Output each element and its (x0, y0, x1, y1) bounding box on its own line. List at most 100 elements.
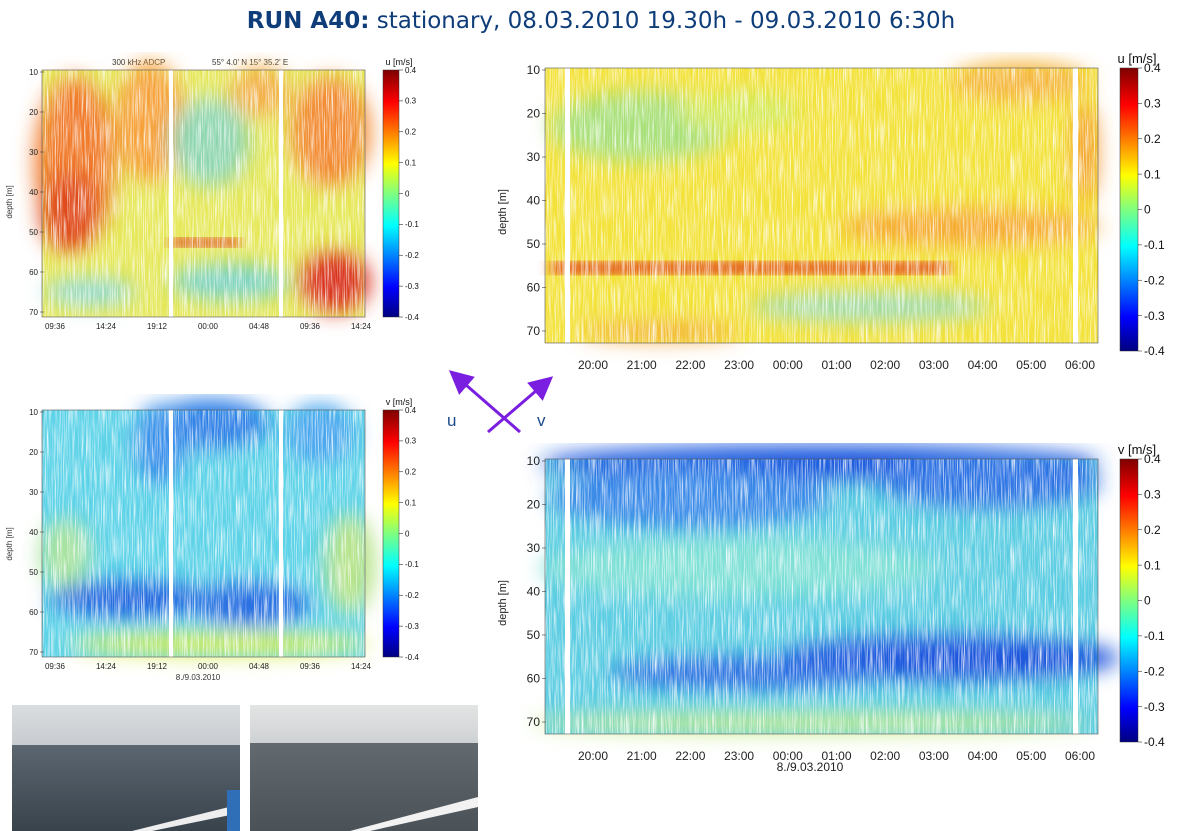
colorbar-tick-label: 0.2 (1144, 132, 1161, 146)
chart-big-u: depth [m] 10 20 30 40 50 60 70 20:00 21:00 22:00… (497, 52, 1165, 372)
chart-small-v: depth [m] 10 20 30 40 50 60 70 09:36 14:24 19:12… (5, 397, 419, 682)
x-tick-label: 00:00 (198, 662, 219, 671)
x-tick-label: 20:00 (578, 358, 608, 372)
y-tick-label: 40 (29, 528, 38, 537)
y-tick-label: 70 (29, 648, 38, 657)
x-tick-label: 04:48 (249, 322, 270, 331)
y-tick-label: 20 (29, 108, 38, 117)
y-tick-label: 10 (29, 68, 38, 77)
y-tick-label: 60 (527, 672, 541, 686)
colorbar-tick-label: -0.1 (1144, 238, 1165, 252)
x-tick-label: 02:00 (870, 749, 900, 763)
x-tick-label: 09:36 (300, 322, 321, 331)
x-tick-label: 03:00 (919, 358, 949, 372)
y-tick-label: 10 (527, 454, 541, 468)
y-tick-label: 30 (527, 541, 541, 555)
colorbar (382, 69, 400, 318)
y-tick-label: 60 (527, 281, 541, 295)
y-tick-label: 50 (29, 228, 38, 237)
colorbar-tick-label: 0.1 (405, 498, 417, 507)
colorbar-tick-label: -0.3 (1144, 700, 1165, 714)
colorbar-tick-label: 0 (1144, 594, 1151, 608)
v-arrow (487, 376, 554, 434)
x-tick-label: 05:00 (1016, 358, 1046, 372)
colorbar-title: v [m/s] (1118, 443, 1156, 457)
x-axis-date: 8./9.03.2010 (777, 760, 844, 774)
y-tick-label: 40 (29, 188, 38, 197)
colorbar-tick-label: 0.4 (405, 406, 417, 415)
x-tick-label: 09:36 (45, 662, 66, 671)
y-tick-label: 70 (527, 715, 541, 729)
x-tick-label: 14:24 (96, 322, 117, 331)
y-tick-label: 50 (527, 237, 541, 251)
y-tick-label: 40 (527, 585, 541, 599)
u-label: u (447, 411, 456, 430)
title-description: stationary, 08.03.2010 19.30h - 09.03.20… (369, 8, 956, 34)
y-axis-label: depth [m] (497, 580, 509, 626)
adcp-label: 300 kHz ADCP (112, 58, 165, 67)
y-tick-label: 20 (29, 448, 38, 457)
y-tick-label: 10 (29, 408, 38, 417)
colorbar-title: u [m/s] (1117, 52, 1156, 66)
colorbar-tick-label: 0.3 (405, 97, 417, 106)
colorbar-tick-label: -0.1 (405, 560, 419, 569)
colorbar-tick-label: 0.4 (405, 66, 417, 75)
colorbar-tick-label: -0.2 (405, 591, 419, 600)
colorbar-tick-label: 0.1 (1144, 167, 1161, 181)
colorbar-tick-label: 0.4 (1144, 452, 1161, 466)
y-axis-label: depth [m] (5, 185, 14, 218)
colorbar-tick-label: 0.1 (1144, 558, 1161, 572)
colorbar-tick-label: 0 (405, 529, 410, 538)
x-axis-date: 8./9.03.2010 (176, 673, 221, 682)
y-tick-label: 20 (527, 498, 541, 512)
y-tick-label: 60 (29, 268, 38, 277)
y-tick-label: 10 (527, 63, 541, 77)
colorbar (1119, 458, 1139, 743)
colorbar-tick-label: 0.3 (405, 437, 417, 446)
x-tick-label: 09:36 (45, 322, 66, 331)
x-tick-label: 01:00 (821, 749, 851, 763)
x-tick-label: 00:00 (198, 322, 219, 331)
x-tick-label: 21:00 (627, 749, 657, 763)
y-tick-label: 40 (527, 194, 541, 208)
x-tick-label: 20:00 (578, 749, 608, 763)
x-tick-label: 05:00 (1016, 749, 1046, 763)
x-tick-label: 23:00 (724, 358, 754, 372)
y-tick-label: 30 (29, 148, 38, 157)
x-tick-label: 23:00 (724, 749, 754, 763)
y-tick-label: 70 (29, 308, 38, 317)
x-tick-label: 22:00 (675, 749, 705, 763)
x-tick-label: 01:00 (821, 358, 851, 372)
colorbar-tick-label: -0.4 (1144, 735, 1165, 749)
colorbar-tick-label: -0.2 (1144, 273, 1165, 287)
colorbar-tick-label: -0.3 (405, 622, 419, 631)
colorbar-title: u [m/s] (385, 57, 412, 67)
y-axis-label: depth [m] (497, 189, 509, 235)
v-label: v (537, 411, 546, 430)
y-axis-label: depth [m] (5, 527, 14, 560)
x-tick-label: 02:00 (870, 358, 900, 372)
colorbar-tick-label: 0.2 (405, 128, 417, 137)
heatmap-big-v (530, 445, 1120, 735)
page-title: RUN A40: stationary, 08.03.2010 19.30h -… (0, 8, 1202, 34)
y-tick-label: 30 (527, 150, 541, 164)
x-tick-label: 14:24 (351, 322, 372, 331)
colorbar (1119, 67, 1139, 352)
x-tick-label: 06:00 (1065, 749, 1095, 763)
colorbar (382, 409, 400, 658)
chart-big-v: depth [m] 10 20 30 40 50 60 70 20:00 21:00 22:00… (497, 443, 1165, 774)
chart-small-u: 300 kHz ADCP 55° 4.0' N 15° 35.2' E dept… (5, 57, 419, 331)
y-tick-label: 60 (29, 608, 38, 617)
colorbar-tick-label: -0.2 (1144, 664, 1165, 678)
colorbar-tick-label: -0.3 (405, 282, 419, 291)
colorbar-tick-label: 0.3 (1144, 488, 1161, 502)
x-tick-label: 04:00 (968, 358, 998, 372)
colorbar-tick-label: 0.4 (1144, 61, 1161, 75)
x-tick-label: 03:00 (919, 749, 949, 763)
sea-photo-left (12, 705, 240, 831)
colorbar-tick-label: 0 (405, 189, 410, 198)
colorbar-tick-label: -0.3 (1144, 309, 1165, 323)
x-tick-label: 09:36 (300, 662, 321, 671)
x-tick-label: 04:00 (968, 749, 998, 763)
colorbar-tick-label: 0.1 (405, 158, 417, 167)
